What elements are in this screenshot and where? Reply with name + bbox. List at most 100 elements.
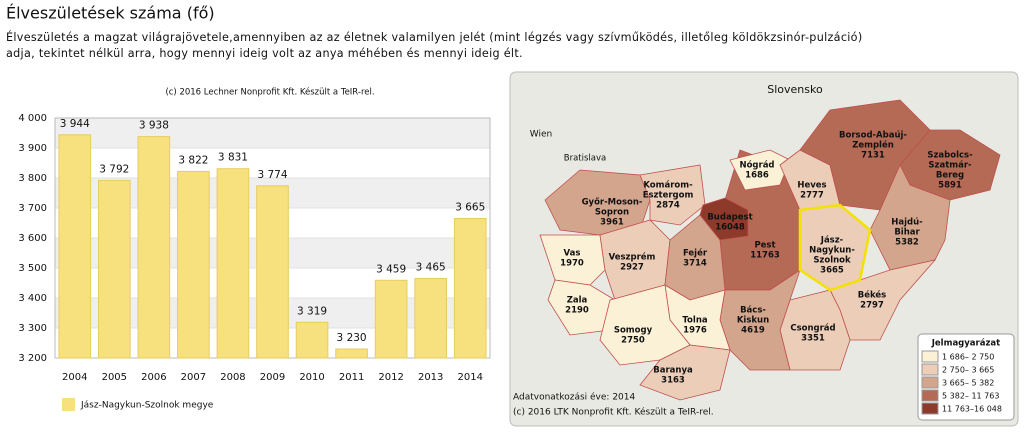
y-tick-label: 3 600 [18,233,47,244]
county-name: Borsod-Abaúj- [839,131,907,141]
county-name: Pest [754,241,775,251]
county-name: Nagykun- [809,246,855,256]
data-label: 3 831 [218,152,248,164]
county-name: Nógrád [739,160,774,171]
legend-swatch [921,350,939,363]
county-value: 3961 [600,218,624,228]
county-value: 1970 [560,259,584,269]
county [869,164,951,271]
description: adja, tekintet nélkül arra, hogy mennyi … [6,47,523,60]
place-label: Wien [530,130,552,140]
data-label: 3 665 [455,202,485,214]
county-name: Komárom- [643,181,693,191]
bar [177,170,210,359]
county [639,164,706,226]
x-tick-label: 2006 [141,372,166,383]
legend-swatch [62,398,75,411]
bar [256,185,289,359]
county-value: 16048 [715,223,745,233]
x-tick-label: 2011 [339,372,364,383]
y-tick-label: 4 000 [18,113,47,124]
x-tick-label: 2008 [220,372,245,383]
x-tick-label: 2009 [260,372,285,383]
description: Élveszületés a magzat világrajövetele,am… [6,31,863,44]
county-value: 5382 [895,238,919,248]
data-label: 3 465 [416,262,446,274]
county [699,197,749,241]
county-value: 2797 [860,301,884,311]
x-tick-label: 2007 [181,372,206,383]
legend-label: 11 763–16 048 [942,405,1002,414]
y-tick-label: 3 700 [18,203,47,214]
county-value: 3163 [661,376,685,386]
map-copyright: (c) 2016 LTK Nonprofit Kft. Készült a Te… [513,407,714,418]
data-label: 3 774 [257,169,287,181]
data-label: 3 459 [376,263,406,275]
x-tick-label: 2014 [458,372,483,383]
y-tick-label: 3 900 [18,143,47,154]
county-name: Budapest [707,213,752,223]
county-value: 7131 [861,151,885,161]
county-value: 3714 [683,259,707,269]
chart-subtitle: (c) 2016 Lechner Nonprofit Kft. Készült … [165,87,374,98]
legend-title: Jelmagyarázat [931,339,1000,349]
county-name: Somogy [614,326,653,336]
bar [98,179,131,359]
legend-label: 1 686– 2 750 [942,353,994,362]
county-name: Csongrád [790,324,835,334]
county-name: Vas [564,249,581,259]
county-name: Baranya [653,366,693,376]
county-value: 3665 [820,266,844,276]
county-name: Esztergom [643,191,694,201]
x-tick-label: 2004 [62,372,87,383]
county-value: 2927 [620,263,644,273]
county-name: Heves [797,181,826,191]
data-label: 3 792 [99,163,129,175]
bar [216,168,250,359]
bar [137,136,171,359]
county-value: 4619 [741,326,765,336]
county [639,344,731,401]
county-name: Szolnok [813,256,851,266]
y-tick-label: 3 400 [18,293,47,304]
page-title: Élveszületések száma (fő) [6,4,215,23]
county-value: 2750 [621,336,645,346]
grid-band [55,118,490,148]
legend-label: 5 382– 11 763 [942,392,999,401]
legend-swatch [921,376,939,389]
bar [335,348,368,359]
legend-label: 3 665– 5 382 [942,379,994,388]
county-value: 2777 [800,191,824,201]
county-name: Bihar [894,228,920,238]
legend-swatch [921,389,939,402]
county-name: Zala [567,296,588,306]
county-name: Zemplén [852,140,894,151]
y-tick-label: 3 200 [18,353,47,364]
county-value: 2190 [565,306,589,316]
x-tick-label: 2012 [378,372,403,383]
county-value: 5891 [938,181,962,191]
county-name: Kiskun [737,316,769,326]
legend-label: 2 750– 3 665 [942,366,994,375]
data-label: 3 230 [337,332,367,344]
county-name: Sopron [595,208,629,218]
county-name: Hajdú- [891,218,923,228]
legend-swatch [921,363,939,376]
data-label: 3 944 [60,118,90,130]
county-name: Bereg [936,171,964,181]
place-label: Slovensko [767,83,823,96]
county-value: 3351 [801,334,825,344]
x-tick-label: 2010 [299,372,324,383]
y-tick-label: 3 500 [18,263,47,274]
data-label: 3 822 [178,154,208,166]
county-name: Győr-Moson- [582,198,643,208]
year-note: Adatvonatkozási éve: 2014 [513,392,635,403]
y-tick-label: 3 300 [18,323,47,334]
legend-box [917,333,1015,421]
x-tick-label: 2005 [102,372,127,383]
county [539,234,606,286]
county-name: Békés [858,290,887,301]
county-name: Jász- [820,236,844,246]
